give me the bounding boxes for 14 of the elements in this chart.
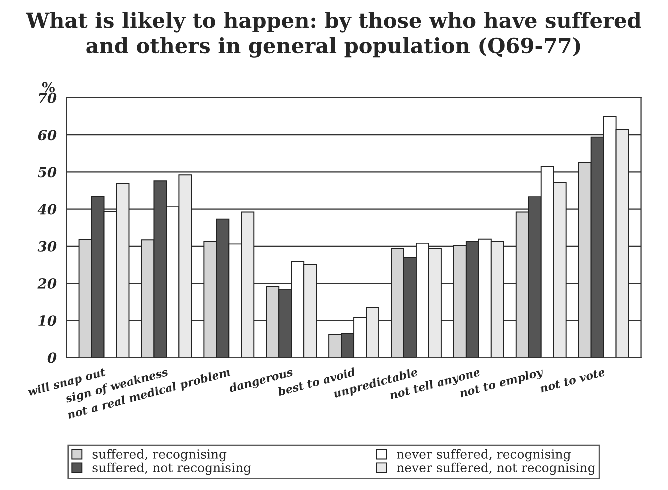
y-tick-label: 60 <box>38 130 57 141</box>
y-tick-label: 30 <box>38 241 57 252</box>
y-axis-title: % <box>42 82 55 93</box>
legend-label: never suffered, not recognising <box>397 462 596 476</box>
y-tick-label: 50 <box>38 167 57 178</box>
y-tick-label: 20 <box>38 278 57 289</box>
y-tick-label: 40 <box>38 204 57 215</box>
legend-label: suffered, recognising <box>92 449 227 462</box>
y-tick-label: 70 <box>39 92 57 104</box>
legend-label: suffered, not recognising <box>92 462 252 476</box>
y-tick-label: 10 <box>38 316 57 326</box>
y-tick-label: 0 <box>48 352 57 364</box>
chart-title: What is likely to happen: by those who have suffered and others in general population (Q69-77) <box>26 12 642 58</box>
legend-label: never suffered, recognising <box>397 449 571 462</box>
